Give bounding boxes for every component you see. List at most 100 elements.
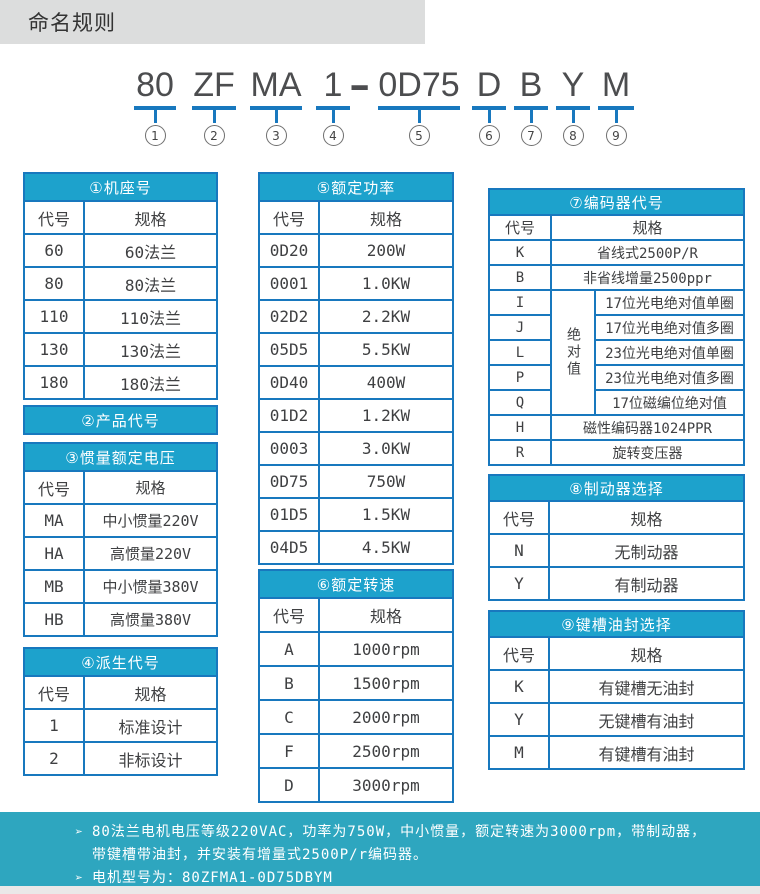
- footer-note-1: ➢ 80法兰电机电压等级220VAC，功率为750W，中小惯量，额定转速为3000…: [75, 821, 740, 844]
- table-row: 110 110法兰: [23, 299, 218, 334]
- table-row: 130 130法兰: [23, 332, 218, 367]
- cell-spec: 高惯量220V: [83, 536, 218, 571]
- circled-number: 2: [203, 125, 225, 146]
- cell-code: 0001: [258, 266, 320, 301]
- cell-code: 0003: [258, 431, 320, 466]
- cell-spec: 有键槽无油封: [548, 669, 745, 704]
- connector-line: [614, 110, 618, 123]
- circled-number: 5: [408, 125, 430, 146]
- table-row: HA 高惯量220V: [23, 536, 218, 571]
- column-header-spec: 规格: [318, 200, 454, 235]
- table-row: J 17位光电绝对值多圈: [488, 314, 745, 341]
- cell-code: 01D2: [258, 398, 320, 433]
- group-label-vertical: 绝对值: [565, 327, 581, 378]
- table-encoder-code: ⑦编码器代号 代号 规格 K 省线式2500P/R B 非省线增量2500ppr I 绝对值 1…: [488, 188, 745, 466]
- cell-spec: 中小惯量220V: [83, 503, 218, 538]
- cell-code: HA: [23, 536, 85, 571]
- column-header-spec: 规格: [83, 470, 218, 505]
- cell-spec: 180法兰: [83, 365, 218, 400]
- arrow-bullet-icon: ➢: [75, 871, 84, 886]
- cell-spec: 23位光电绝对值单圈: [594, 339, 745, 366]
- cell-spec: 23位光电绝对值多圈: [594, 364, 745, 391]
- column-header-code: 代号: [488, 636, 550, 671]
- cell-spec: 750W: [318, 464, 454, 499]
- table-title-frame-size: ①机座号: [23, 172, 218, 202]
- circled-number: 4: [322, 125, 344, 146]
- cell-code: 02D2: [258, 299, 320, 334]
- bottom-strip: [0, 886, 760, 894]
- column-header-spec: 规格: [548, 500, 745, 535]
- cell-spec: 110法兰: [83, 299, 218, 334]
- circled-number: 8: [562, 125, 584, 146]
- table-header-row: 代号 规格: [488, 636, 745, 671]
- table-row: K 省线式2500P/R: [488, 239, 745, 266]
- spec-table: 代号 规格 1 标准设计 2 非标设计: [23, 675, 218, 776]
- cell-spec: 3.0KW: [318, 431, 454, 466]
- cell-code: Q: [488, 389, 552, 416]
- table-header-row: 代号 规格: [488, 214, 745, 241]
- column-header-spec: 规格: [83, 675, 218, 710]
- connector-line: [212, 110, 216, 123]
- table-row: 01D2 1.2KW: [258, 398, 454, 433]
- table-title-product-code: ②产品代号: [23, 405, 218, 435]
- cell-spec: 2.2KW: [318, 299, 454, 334]
- model-segment-text: 1: [316, 66, 350, 110]
- cell-code: C: [258, 699, 320, 735]
- page-title: 命名规则: [28, 11, 116, 35]
- table-title-brake-selection: ⑧制动器选择: [488, 474, 745, 502]
- cell-code: 110: [23, 299, 85, 334]
- spec-table: 代号 规格 A 1000rpm B 1500rpm C 2000rpm F 2500rpm D 300…: [258, 597, 454, 803]
- model-segment-text: Y: [556, 66, 590, 110]
- cell-spec: 有键槽有油封: [548, 735, 745, 770]
- table-row: F 2500rpm: [258, 733, 454, 769]
- spec-table: 代号 规格 K 有键槽无油封 Y 无键槽有油封 M 有键槽有油封: [488, 636, 745, 770]
- cell-code: 0D20: [258, 233, 320, 268]
- table-title-rated-speed: ⑥额定转速: [258, 569, 454, 599]
- table-derivative-code: ④派生代号 代号 规格 1 标准设计 2 非标设计: [23, 647, 218, 776]
- table-header-row: 代号 规格: [23, 200, 218, 235]
- cell-code: N: [488, 533, 550, 568]
- spec-table: 代号 规格 MA 中小惯量220V HA 高惯量220V MB 中小惯量380V HB 高惯量38…: [23, 470, 218, 637]
- cell-group-label: 绝对值: [550, 289, 596, 416]
- cell-code: A: [258, 631, 320, 667]
- table-title-inertia-voltage: ③惯量额定电压: [23, 442, 218, 472]
- column-header-code: 代号: [258, 597, 320, 633]
- cell-code: 0D75: [258, 464, 320, 499]
- column-middle: ⑤额定功率 代号 规格 0D20 200W 0001 1.0KW 02D2 2.2KW 05D5…: [258, 172, 454, 803]
- table-row: MB 中小惯量380V: [23, 569, 218, 604]
- cell-spec: 标准设计: [83, 708, 218, 743]
- table-row: L 23位光电绝对值单圈: [488, 339, 745, 366]
- table-row: H 磁性编码器1024PPR: [488, 414, 745, 441]
- cell-spec: 1.0KW: [318, 266, 454, 301]
- cell-spec: 1.5KW: [318, 497, 454, 532]
- spec-table: 代号 规格 60 60法兰 80 80法兰 110 110法兰 130 130法兰 180 180法兰: [23, 200, 218, 400]
- cell-spec: 200W: [318, 233, 454, 268]
- cell-code: 01D5: [258, 497, 320, 532]
- table-row: K 有键槽无油封: [488, 669, 745, 704]
- table-row: Y 有制动器: [488, 566, 745, 601]
- cell-code: 2: [23, 741, 85, 776]
- column-header-code: 代号: [23, 675, 85, 710]
- model-number-diagram: 80 1 ZF 2 MA 3 1 4-0D75 5 D 6 B 7 Y 8 M 9: [0, 63, 760, 150]
- footer-notes: ➢ 80法兰电机电压等级220VAC，功率为750W，中小惯量，额定转速为3000…: [0, 812, 760, 886]
- cell-code: D: [258, 767, 320, 803]
- cell-code: 180: [23, 365, 85, 400]
- table-keyway-oilseal-selection: ⑨键槽油封选择 代号 规格 K 有键槽无油封 Y 无键槽有油封 M 有键槽有油封: [488, 610, 745, 770]
- arrow-bullet-icon: ➢: [75, 825, 84, 840]
- model-separator-glyph: -: [349, 63, 371, 107]
- footer-note-1-line-2: 带键槽带油封，并安装有增量式2500P/r编码器。: [92, 847, 428, 863]
- table-row: A 1000rpm: [258, 631, 454, 667]
- cell-spec: 1000rpm: [318, 631, 454, 667]
- cell-spec: 80法兰: [83, 266, 218, 301]
- table-row: M 有键槽有油封: [488, 735, 745, 770]
- connector-line: [331, 110, 335, 123]
- cell-spec: 非省线增量2500ppr: [550, 264, 745, 291]
- circled-number: 1: [144, 125, 166, 146]
- model-segment-text: D: [472, 66, 506, 110]
- table-row: 1 标准设计: [23, 708, 218, 743]
- cell-spec: 1.2KW: [318, 398, 454, 433]
